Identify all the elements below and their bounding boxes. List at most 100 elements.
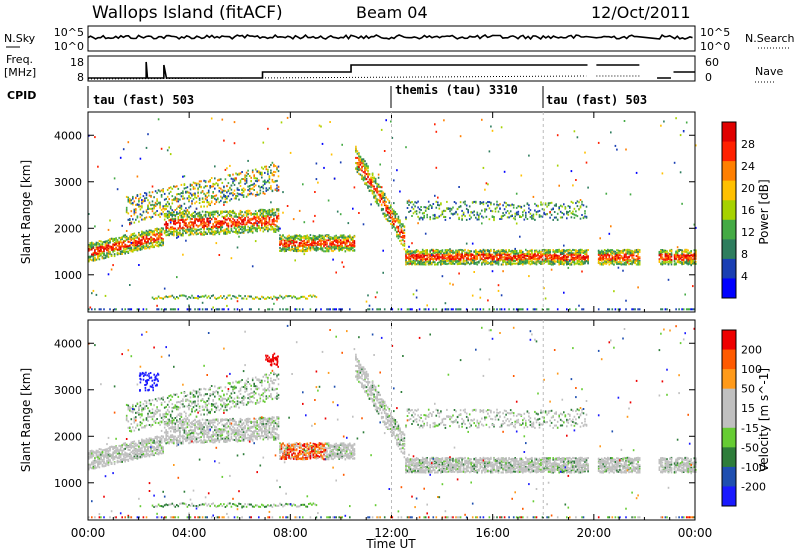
station-title: Wallops Island (fitACF): [92, 3, 283, 23]
power-cell: [361, 175, 363, 178]
power-cell: [132, 244, 134, 247]
power-cell: [426, 251, 428, 254]
nsky-tick-top: 10^5: [54, 26, 84, 39]
power-cell: [283, 239, 286, 242]
power-cell: [540, 203, 542, 206]
power-cell: [383, 150, 386, 152]
power-cell: [177, 221, 180, 224]
power-cell: [485, 253, 488, 256]
power-cell: [508, 257, 510, 259]
power-cell: [423, 206, 425, 209]
power-cell: [437, 257, 439, 260]
power-cell: [423, 258, 425, 261]
power-cell: [147, 231, 149, 234]
power-cell: [493, 308, 495, 311]
power-cell: [535, 211, 538, 213]
power-cell: [374, 296, 377, 299]
power-cell: [261, 295, 263, 298]
power-cell: [456, 253, 459, 256]
power-cell: [173, 227, 175, 230]
power-cell: [171, 202, 174, 205]
power-cell: [182, 190, 184, 193]
power-cell: [245, 221, 248, 224]
power-cell: [157, 189, 160, 192]
power-cell: [473, 259, 475, 262]
power-cell: [285, 243, 287, 246]
power-cell: [265, 212, 268, 215]
power-cell: [409, 257, 412, 260]
power-cell: [362, 176, 365, 179]
power-cell: [138, 233, 140, 236]
power-cell: [89, 242, 92, 245]
nsky-label: N.Sky: [4, 32, 36, 45]
power-cell: [218, 231, 221, 234]
power-cell: [475, 200, 477, 203]
power-cell: [274, 188, 277, 191]
power-cell: [186, 218, 189, 221]
power-cell: [270, 201, 272, 204]
power-cell: [238, 230, 240, 233]
power-cell: [191, 193, 193, 196]
power-cell: [130, 308, 133, 311]
power-cell: [341, 308, 343, 311]
power-cell: [144, 217, 146, 220]
power-cell: [405, 146, 407, 149]
power-cell: [449, 217, 451, 220]
power-cell: [162, 207, 164, 210]
power-cell: [169, 153, 172, 156]
power-cell: [264, 297, 266, 300]
power-cell: [124, 252, 126, 255]
power-cell: [119, 240, 122, 243]
power-cell: [494, 255, 497, 258]
power-cell: [506, 251, 509, 254]
power-cell: [467, 258, 469, 261]
power-cell: [159, 201, 161, 204]
power-cell: [270, 296, 272, 299]
power-cell: [496, 308, 498, 311]
power-cell: [129, 244, 131, 247]
power-cell: [423, 216, 425, 219]
power-cell: [138, 220, 140, 223]
power-cell: [458, 250, 460, 253]
power-cell: [461, 218, 463, 221]
power-cell: [420, 262, 422, 265]
power-cell: [289, 248, 292, 251]
power-cell: [491, 258, 494, 261]
power-cell: [191, 223, 193, 226]
power-cell: [258, 170, 260, 173]
power-cell: [311, 242, 313, 245]
power-cell: [274, 214, 277, 217]
power-cell: [383, 192, 386, 195]
power-cell: [294, 237, 296, 240]
power-cell: [408, 211, 410, 213]
power-cell: [374, 200, 377, 203]
power-cell: [165, 207, 167, 210]
power-cell: [226, 296, 228, 299]
power-cell: [356, 156, 359, 159]
power-cell: [116, 248, 119, 251]
power-cell: [141, 230, 143, 233]
power-cell: [153, 231, 155, 234]
power-cell: [458, 272, 460, 275]
power-cell: [177, 200, 180, 203]
power-cell: [168, 219, 170, 222]
power-cell: [220, 230, 222, 233]
power-cell: [429, 255, 431, 258]
power-cell: [371, 178, 374, 181]
power-cell: [368, 185, 371, 188]
power-cell: [324, 240, 327, 243]
power-cell: [147, 208, 149, 210]
power-cell: [277, 217, 280, 220]
power-cell: [151, 237, 154, 240]
power-cell: [350, 236, 353, 239]
power-cell: [174, 196, 177, 199]
power-cell: [136, 247, 139, 250]
power-cell: [484, 263, 486, 266]
power-cell: [206, 201, 208, 204]
power-cell: [197, 228, 199, 231]
power-cell: [341, 143, 343, 146]
power-cell: [364, 160, 366, 163]
power-cell: [254, 216, 257, 219]
power-cell: [315, 308, 318, 311]
power-cell: [274, 219, 277, 222]
